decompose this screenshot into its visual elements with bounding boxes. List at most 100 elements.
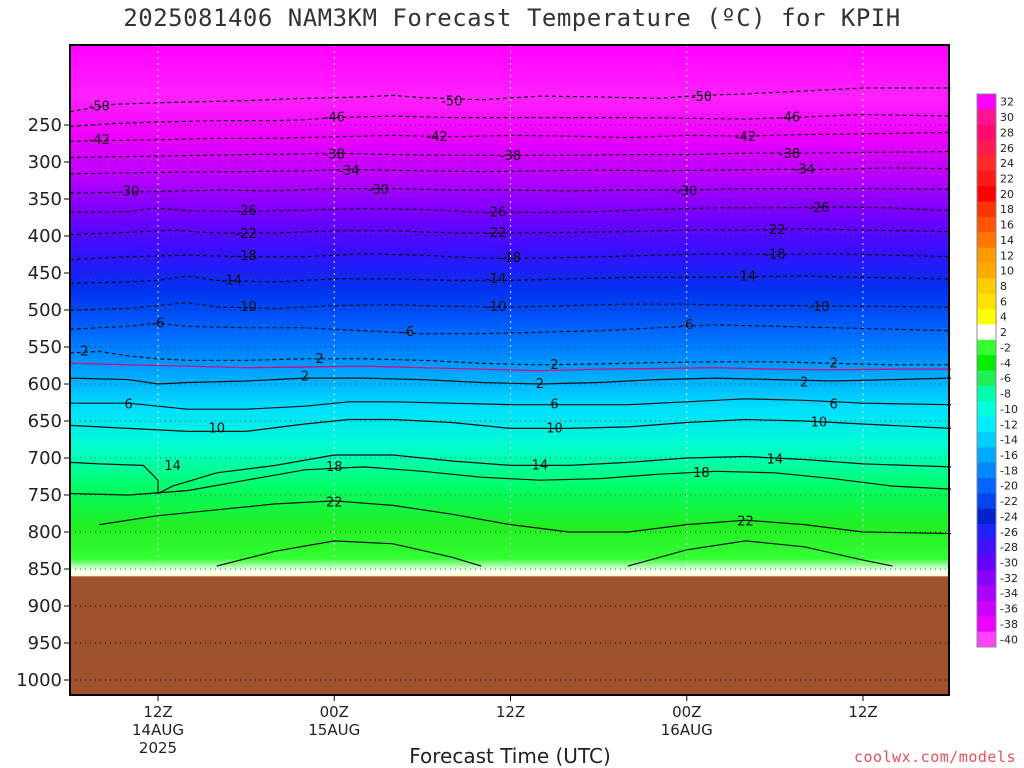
colorbar-label: -26: [1000, 526, 1018, 539]
contour-label: -18: [236, 249, 257, 264]
contour-line: [69, 466, 952, 496]
colorbar-swatch: [977, 247, 996, 264]
contour-label: -6: [152, 316, 165, 331]
y-tick-label: 700: [28, 448, 62, 469]
y-tick-label: 250: [28, 115, 62, 136]
colorbar-label: -14: [1000, 434, 1018, 447]
colorbar-label: 10: [1000, 265, 1014, 278]
contour-label: -10: [808, 300, 829, 315]
contour-label: 10: [811, 415, 828, 430]
contour-label: 2: [315, 352, 323, 367]
contour-label: -22: [485, 226, 506, 241]
contour-label: -6: [401, 325, 414, 340]
contour-label: -38: [779, 147, 800, 162]
colorbar-swatch: [977, 539, 996, 556]
contour-label: -18: [764, 248, 785, 263]
y-tick-label: 750: [28, 485, 62, 506]
colorbar-label: 6: [1000, 295, 1007, 308]
contour-line: [69, 377, 952, 385]
colorbar-label: -38: [1000, 618, 1018, 631]
contour-label: -50: [441, 94, 462, 109]
contour-label: 18: [326, 460, 343, 475]
y-tick-label: 550: [28, 337, 62, 358]
colorbar-swatch: [977, 216, 996, 233]
contour-label: -42: [426, 130, 447, 145]
x-tick-label: 00Z: [672, 703, 701, 721]
contour-line: [627, 540, 893, 567]
contour-label: -22: [236, 227, 257, 242]
colorbar-swatch: [977, 554, 996, 571]
contour-label: 18: [693, 466, 710, 481]
contour-label: 6: [550, 398, 558, 413]
colorbar-label: -20: [1000, 480, 1018, 493]
colorbar-label: -16: [1000, 449, 1018, 462]
colorbar-label: -34: [1000, 587, 1018, 600]
colorbar-swatch: [977, 370, 996, 387]
colorbar-swatch: [977, 616, 996, 633]
contour-line: [69, 206, 952, 213]
contour-line: [69, 275, 952, 284]
colorbar-label: -30: [1000, 557, 1018, 570]
contour-label: -42: [735, 130, 756, 145]
colorbar-swatch: [977, 309, 996, 325]
colorbar-label: -22: [1000, 495, 1018, 508]
contour-label: -14: [485, 272, 506, 287]
contour-label: -46: [324, 111, 345, 126]
colorbar-label: -24: [1000, 510, 1018, 523]
contour-label: 14: [532, 458, 549, 473]
contour-line: [99, 500, 952, 535]
colorbar-swatch: [977, 493, 996, 510]
colorbar-label: 12: [1000, 249, 1014, 262]
colorbar-swatch: [977, 478, 996, 494]
x-tick-label: 00Z: [320, 703, 349, 721]
colorbar-swatch: [977, 278, 996, 295]
contour-line: [69, 454, 952, 495]
colorbar-label: 14: [1000, 234, 1014, 247]
contour-label: 10: [546, 421, 563, 436]
contour-line: [69, 350, 952, 366]
colorbar-swatch: [977, 447, 996, 464]
x-tick-label: 16AUG: [661, 721, 713, 739]
contour-label: -50: [691, 90, 712, 105]
contour-label: -30: [676, 185, 697, 200]
contour-label: 2: [550, 358, 558, 373]
colorbar-label: 22: [1000, 172, 1014, 185]
colorbar-label: -40: [1000, 633, 1018, 646]
contour-label: -14: [735, 270, 756, 285]
contour-label: -26: [236, 204, 257, 219]
colorbar-label: 4: [1000, 311, 1007, 324]
contour-label: -18: [500, 251, 521, 266]
chart-title: 2025081406 NAM3KM Forecast Temperature (…: [123, 4, 901, 32]
contour-label: -6: [680, 318, 693, 333]
contour-label: -34: [794, 162, 815, 177]
y-tick-label: 650: [28, 411, 62, 432]
colorbar-label: 2: [1000, 326, 1007, 339]
colorbar-swatch: [977, 600, 996, 617]
colorbar-label: 28: [1000, 126, 1014, 139]
colorbar-label: 24: [1000, 157, 1014, 170]
y-tick-label: 350: [28, 189, 62, 210]
contour-line: [69, 151, 952, 159]
y-tick-label: 950: [28, 633, 62, 654]
y-tick-label: 500: [28, 300, 62, 321]
contour-label: -38: [324, 148, 345, 163]
colorbar-swatch: [977, 524, 996, 540]
colorbar-swatch: [977, 170, 996, 187]
contour-label: -38: [500, 149, 521, 164]
colorbar-swatch: [977, 140, 996, 156]
contour-label: 14: [767, 452, 784, 467]
contour-label: 2: [800, 376, 808, 391]
colorbar: 32 30 28 26 24 22 20 18 16 14 12 10 8 6 4 2 -2 -4 -6 -8 -10 -…: [976, 93, 1018, 648]
colorbar-label: 32: [1000, 96, 1014, 109]
contour-label: -22: [764, 223, 785, 238]
contour-label: 6: [124, 398, 132, 413]
x-tick-label: 14AUG: [132, 721, 184, 739]
contour-label: 2: [301, 370, 309, 385]
contour-label: 2: [80, 344, 88, 359]
colorbar-label: -36: [1000, 603, 1018, 616]
colorbar-label: -10: [1000, 403, 1018, 416]
contour-label: 10: [208, 421, 225, 436]
colorbar-swatch: [977, 401, 996, 418]
contour-label: 14: [164, 459, 181, 474]
y-tick-label: 850: [28, 559, 62, 580]
